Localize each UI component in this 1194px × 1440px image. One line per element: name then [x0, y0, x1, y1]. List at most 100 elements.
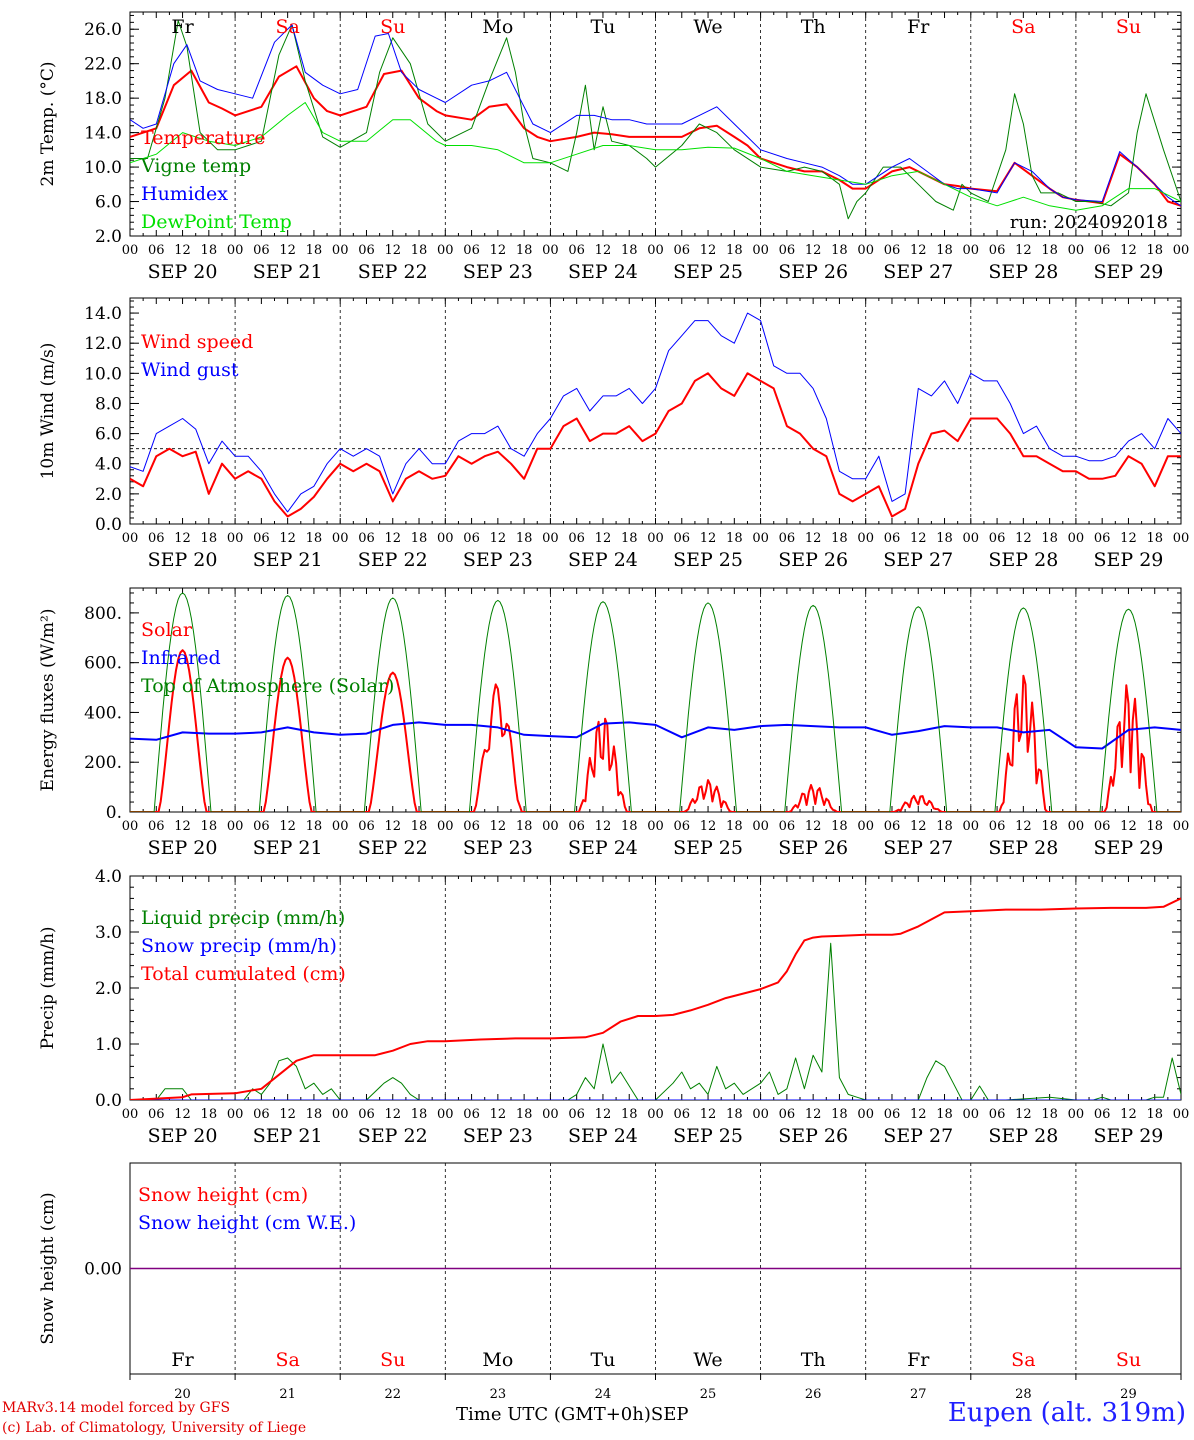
- date-label: SEP 20: [148, 549, 218, 571]
- x-axis-title: Time UTC (GMT+0h)SEP: [456, 1404, 688, 1425]
- weekday-label: Fr: [907, 16, 930, 38]
- date-label: SEP 26: [778, 549, 848, 571]
- y-tick-label: 4.0: [95, 867, 122, 887]
- date-label: SEP 29: [1094, 549, 1164, 571]
- y-tick-label: 10.0: [84, 158, 122, 178]
- y-tick-label: 800.: [84, 604, 122, 624]
- series-solar: [130, 649, 1181, 812]
- hour-tick-label: 18: [621, 531, 638, 546]
- hour-tick-label: 06: [463, 243, 480, 258]
- y-tick-label: 8.0: [95, 394, 122, 414]
- hour-tick-label: 18: [201, 531, 218, 546]
- hour-tick-label: 06: [253, 1107, 270, 1122]
- hour-tick-label: 12: [384, 531, 401, 546]
- weekday-label: Th: [801, 16, 826, 38]
- date-label: SEP 27: [883, 261, 953, 283]
- hour-tick-label: 18: [1146, 243, 1163, 258]
- date-label: SEP 21: [253, 549, 323, 571]
- hour-tick-label: 06: [674, 243, 691, 258]
- hour-tick-label: 18: [516, 531, 533, 546]
- hour-tick-label: 18: [726, 531, 743, 546]
- date-label: SEP 24: [568, 1125, 638, 1147]
- date-label: SEP 26: [778, 837, 848, 859]
- hour-tick-label: 06: [568, 1107, 585, 1122]
- hour-tick-label: 12: [174, 243, 191, 258]
- weekday-label-bottom: Sa: [1011, 1349, 1035, 1371]
- y-tick-label: 22.0: [84, 55, 122, 75]
- weekday-label-bottom: Su: [380, 1349, 405, 1371]
- hour-tick-label: 00: [752, 1107, 769, 1122]
- weekday-label-bottom: Th: [801, 1349, 826, 1371]
- hour-tick-label: 18: [411, 819, 428, 834]
- weekday-label: Sa: [275, 16, 299, 38]
- hour-tick-label: 00: [122, 243, 139, 258]
- hour-tick-label: 06: [358, 1107, 375, 1122]
- day-number-label: 23: [490, 1387, 507, 1402]
- y-tick-label: 14.0: [84, 124, 122, 144]
- weekday-label-bottom: We: [693, 1349, 722, 1371]
- legend-entry: Solar: [141, 619, 193, 641]
- date-label: SEP 26: [778, 1125, 848, 1147]
- legend-entry: Humidex: [141, 183, 228, 205]
- legend-entry: Total cumulated (cm): [141, 963, 346, 985]
- y-tick-label: 2.0: [95, 979, 122, 999]
- hour-tick-label: 00: [437, 531, 454, 546]
- y-tick-label: 2.0: [95, 227, 122, 247]
- series-infrared: [130, 721, 1181, 750]
- hour-tick-label: 18: [306, 819, 323, 834]
- legend-entry: Vigne temp: [140, 155, 251, 177]
- date-label: SEP 20: [148, 837, 218, 859]
- hour-tick-label: 18: [516, 819, 533, 834]
- hour-tick-label: 18: [936, 243, 953, 258]
- y-tick-label: 18.0: [84, 89, 122, 109]
- hour-tick-label: 06: [1094, 531, 1111, 546]
- hour-tick-label: 12: [279, 1107, 296, 1122]
- hour-tick-label: 18: [831, 243, 848, 258]
- weekday-label: Tu: [590, 16, 615, 38]
- date-label: SEP 23: [463, 261, 533, 283]
- hour-tick-label: 00: [227, 531, 244, 546]
- hour-tick-label: 00: [647, 819, 664, 834]
- hour-tick-label: 12: [279, 819, 296, 834]
- hour-tick-label: 00: [122, 819, 139, 834]
- hour-tick-label: 18: [831, 1107, 848, 1122]
- footer-credits: MARv3.14 model forced by GFS (c) Lab. of…: [2, 1398, 306, 1438]
- hour-tick-label: 18: [201, 1107, 218, 1122]
- hour-tick-label: 12: [805, 243, 822, 258]
- hour-tick-label: 18: [411, 243, 428, 258]
- hour-tick-label: 00: [1173, 243, 1190, 258]
- hour-tick-label: 18: [936, 531, 953, 546]
- hour-tick-label: 12: [384, 1107, 401, 1122]
- y-tick-label: 0.0: [95, 1091, 122, 1111]
- hour-tick-label: 18: [1041, 1107, 1058, 1122]
- date-label: SEP 28: [988, 261, 1058, 283]
- y-tick-label: 26.0: [84, 20, 122, 40]
- hour-tick-label: 12: [910, 1107, 927, 1122]
- footer-model-line: MARv3.14 model forced by GFS: [2, 1400, 231, 1416]
- hour-tick-label: 12: [490, 243, 507, 258]
- date-label: SEP 23: [463, 837, 533, 859]
- hour-tick-label: 00: [227, 1107, 244, 1122]
- hour-tick-label: 18: [1146, 1107, 1163, 1122]
- hour-tick-label: 12: [1120, 1107, 1137, 1122]
- hour-tick-label: 18: [621, 819, 638, 834]
- date-label: SEP 22: [358, 1125, 428, 1147]
- day-number-label: 24: [595, 1387, 612, 1402]
- weekday-label-bottom: Tu: [590, 1349, 615, 1371]
- hour-tick-label: 18: [831, 819, 848, 834]
- hour-tick-label: 18: [1146, 819, 1163, 834]
- date-label: SEP 26: [778, 261, 848, 283]
- run-label: run: 2024092018: [1010, 212, 1168, 233]
- legend-entry: Snow precip (mm/h): [141, 935, 337, 957]
- hour-tick-label: 00: [437, 243, 454, 258]
- hour-tick-label: 06: [884, 1107, 901, 1122]
- hour-tick-label: 12: [174, 531, 191, 546]
- hour-tick-label: 18: [621, 243, 638, 258]
- date-label: SEP 25: [673, 261, 743, 283]
- hour-tick-label: 12: [700, 819, 717, 834]
- date-label: SEP 23: [463, 549, 533, 571]
- y-axis-label: Energy fluxes (W/m²): [38, 609, 58, 792]
- hour-tick-label: 00: [332, 1107, 349, 1122]
- hour-tick-label: 12: [805, 1107, 822, 1122]
- day-number-label: 27: [910, 1387, 927, 1402]
